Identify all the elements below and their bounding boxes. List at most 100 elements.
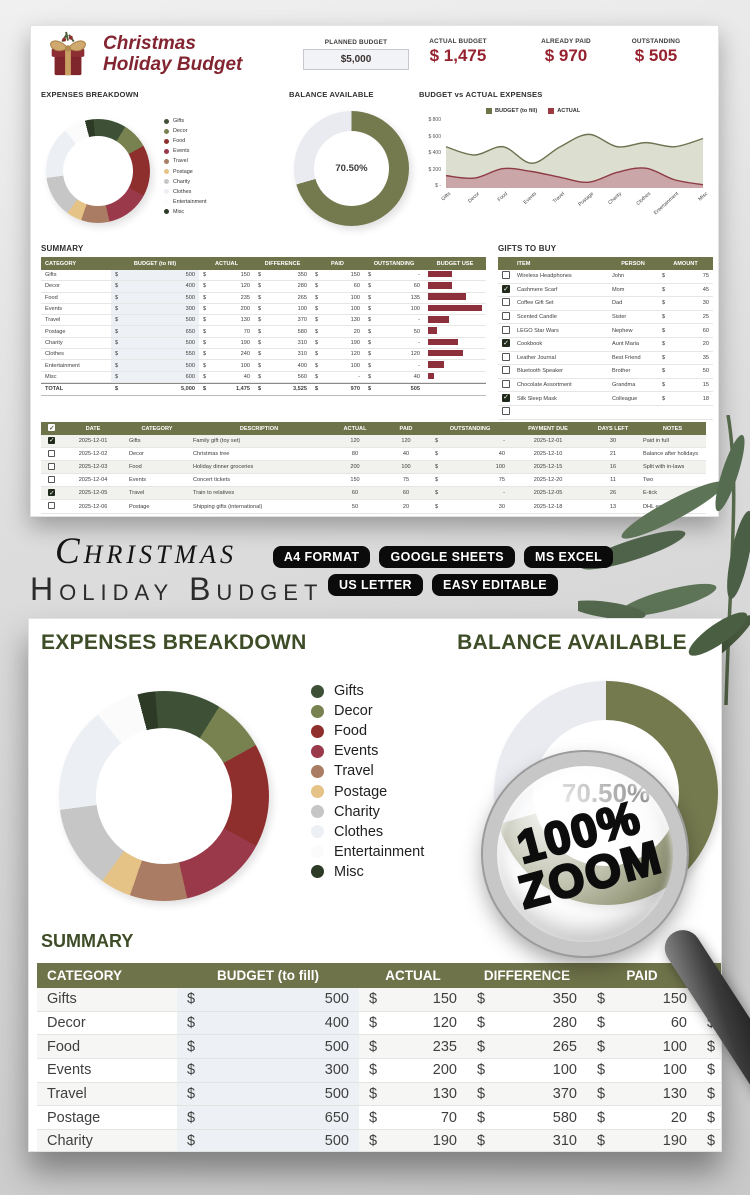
summary-header-row: CATEGORY BUDGET (to fill) ACTUAL DIFFERE… — [41, 257, 486, 270]
gift-row-checkbox[interactable] — [501, 284, 510, 293]
transaction-row: 2025-12-06 Postage Shipping gifts (inter… — [41, 500, 706, 514]
legend-dot — [164, 138, 169, 144]
gifts-table-row: Wireless Headphones John $75 — [498, 270, 713, 284]
gift-row-checkbox[interactable] — [501, 312, 510, 321]
summary-total-row: TOTAL $5,000 $1,475 $3,525 $970 $505 — [41, 382, 486, 396]
expenses-legend: Gifts Decor Food Events Travel — [164, 116, 207, 217]
gift-row-checkbox[interactable] — [501, 366, 510, 375]
budget-use-bar — [428, 304, 482, 312]
format-badge: GOOGLE SHEETS — [379, 546, 516, 568]
balance-percentage: 70.50% — [335, 163, 368, 174]
budget-vs-actual-heading: BUDGET vs ACTUAL EXPENSES — [419, 90, 543, 99]
legend-dot — [311, 724, 324, 738]
actual-budget-value: $ 1,475 — [429, 46, 487, 65]
format-badges: A4 FORMAT GOOGLE SHEETS MS EXCEL US LETTER… — [272, 546, 614, 596]
format-badge: MS EXCEL — [524, 546, 614, 568]
gift-row-checkbox[interactable] — [501, 325, 510, 334]
bva-area-chart — [445, 133, 704, 188]
transaction-row: 2025-12-01 Gifts Family gift (toy set) 1… — [41, 435, 706, 449]
format-badge: US LETTER — [327, 574, 423, 596]
transaction-row: 2025-12-03 Food Holiday dinner groceries… — [41, 461, 706, 475]
gifts-header-row: ITEM PERSON AMOUNT — [498, 257, 713, 270]
summary-table-row: Entertainment $500 $100 $400 $100 $ - — [41, 360, 486, 372]
legend-dot — [164, 148, 169, 154]
legend-item: Charity — [311, 802, 424, 822]
gift-row-checkbox[interactable] — [501, 380, 510, 389]
gifts-table-row: Scented Candle Sister $25 — [498, 310, 713, 325]
workbook-title: Christmas Holiday Budget — [103, 33, 243, 75]
summary-table-row-large: Postage $650 $70 $580 $20 $50 — [37, 1106, 721, 1131]
magnifier-glass: 100% ZOOM — [481, 750, 689, 958]
legend-item: Entertainment — [311, 842, 424, 862]
gift-row-checkbox[interactable] — [501, 352, 510, 361]
transaction-row: 2025-12-02 Decor Christmas tree 80 40 $4… — [41, 448, 706, 462]
legend-item: Postage — [164, 166, 207, 176]
summary-heading: SUMMARY — [41, 244, 84, 253]
transaction-checkbox[interactable] — [47, 449, 55, 457]
legend-dot — [164, 179, 169, 185]
budget-use-bar — [428, 349, 464, 357]
gifts-table-row: Bluetooth Speaker Brother $50 — [498, 365, 713, 379]
legend-item: Clothes — [164, 187, 207, 197]
transaction-checkbox[interactable] — [47, 436, 55, 444]
summary-table-row: Charity $500 $190 $310 $190 $ - — [41, 337, 486, 350]
gift-row-checkbox[interactable] — [501, 407, 510, 416]
legend-dot — [311, 865, 324, 879]
summary-table-row-large: Gifts $500 $150 $350 $150 $- — [37, 988, 721, 1012]
legend-dot — [164, 118, 169, 124]
summary-heading-large: SUMMARY — [41, 931, 134, 951]
budget-legend-swatch — [486, 108, 492, 114]
gifts-table-row: Chocolate Assortment Grandma $15 — [498, 378, 713, 393]
transaction-checkbox[interactable] — [47, 502, 55, 510]
expenses-donut-chart — [46, 119, 150, 223]
legend-dot — [164, 189, 169, 195]
legend-item: Gifts — [311, 681, 424, 701]
summary-table-row: Clothes $550 $240 $310 $120 $120 — [41, 349, 486, 361]
expenses-breakdown-heading: EXPENSES BREAKDOWN — [41, 90, 139, 99]
transaction-checkbox[interactable] — [47, 462, 55, 470]
bva-x-axis: Gifts Decor Food Events Travel Postage Charity… — [440, 191, 710, 217]
gift-row-checkbox[interactable] — [501, 393, 510, 402]
summary-header-row-large: CATEGORY BUDGET (to fill) ACTUAL DIFFERE… — [37, 963, 721, 988]
transactions-table: DATE CATEGORY DESCRIPTION ACTUAL PAID OU… — [41, 422, 706, 514]
expenses-donut-chart-large — [59, 691, 269, 901]
gifts-table-row: Cookbook Aunt Maria $20 — [498, 337, 713, 352]
summary-table-row: Gifts $500 $150 $350 $150 $ - — [41, 270, 486, 282]
legend-item: Misc — [311, 862, 424, 882]
legend-item: Food — [164, 136, 207, 146]
balance-available-heading-large: BALANCE AVAILABLE — [457, 631, 687, 654]
gifts-table-row: Coffee Gift Set Dad $30 — [498, 297, 713, 311]
expenses-legend-large: Gifts Decor Food Events Travel — [311, 681, 424, 882]
bva-y-axis: $ 800 $ 600 $ 400 $ 200 $ - — [428, 117, 441, 189]
gift-row-checkbox[interactable] — [501, 339, 510, 348]
budget-use-bar — [428, 327, 437, 334]
transaction-row: 2025-12-04 Events Concert tickets 150 75… — [41, 474, 706, 488]
transaction-checkbox[interactable] — [47, 475, 55, 483]
planned-budget-label: PLANNED BUDGET — [324, 39, 388, 46]
legend-item: Events — [311, 741, 424, 761]
balance-donut-chart: 70.50% — [294, 111, 409, 226]
legend-item: Decor — [311, 701, 424, 721]
gift-row-checkbox[interactable] — [501, 271, 510, 280]
already-paid-label: ALREADY PAID — [541, 38, 591, 45]
gift-row-checkbox[interactable] — [501, 298, 510, 307]
legend-dot — [164, 169, 169, 175]
legend-dot — [311, 805, 324, 819]
planned-budget-input[interactable]: $5,000 — [303, 49, 409, 70]
legend-dot — [311, 744, 324, 758]
summary-table-row: Postage $650 $70 $580 $20 $50 — [41, 326, 486, 338]
summary-table-row-large: Decor $400 $120 $280 $60 $60 — [37, 1011, 721, 1036]
select-all-checkbox[interactable] — [47, 424, 55, 432]
summary-table-row: Events $300 $200 $100 $100 $100 — [41, 303, 486, 316]
gifts-table-row: Leather Journal Best Friend $35 — [498, 351, 713, 366]
summary-table-large: CATEGORY BUDGET (to fill) ACTUAL DIFFERE… — [37, 963, 721, 1151]
bva-chart-legend: BUDGET (to fill) ACTUAL — [486, 108, 580, 114]
legend-dot — [311, 764, 324, 778]
legend-dot — [311, 845, 324, 859]
legend-dot — [164, 128, 169, 134]
transaction-checkbox[interactable] — [47, 489, 55, 497]
format-badge: A4 FORMAT — [272, 546, 371, 568]
legend-dot — [311, 825, 324, 839]
product-title-line1: Christmas — [55, 531, 237, 572]
summary-table-row: Food $500 $235 $265 $100 $135 — [41, 292, 486, 304]
